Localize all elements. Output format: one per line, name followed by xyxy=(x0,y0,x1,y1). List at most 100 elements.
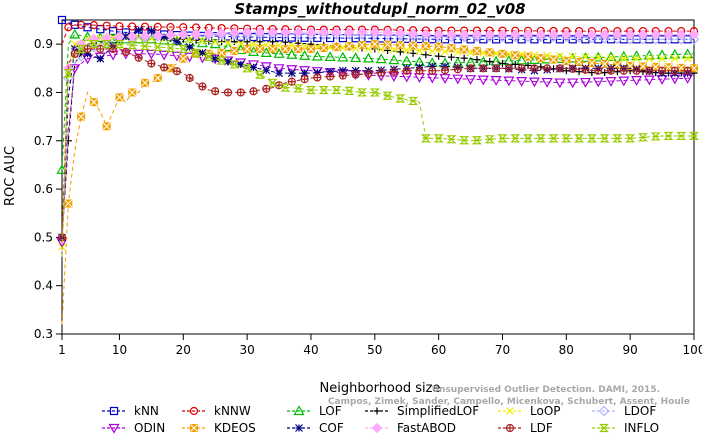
data-point-loop xyxy=(402,46,411,55)
data-point-knnw xyxy=(115,22,124,31)
data-point-inflo xyxy=(561,134,572,143)
data-point-fastabod xyxy=(548,29,559,40)
data-point-inflo xyxy=(433,134,444,143)
data-point-loop xyxy=(262,40,271,49)
data-point-odin xyxy=(465,75,477,85)
data-point-ldf xyxy=(632,66,641,75)
legend-label: LoOP xyxy=(530,404,561,418)
series-cof xyxy=(58,26,694,242)
data-point-kdeos xyxy=(409,41,418,50)
data-point-ldf xyxy=(364,69,373,78)
data-point-fastabod xyxy=(561,29,572,40)
data-point-ldf xyxy=(326,72,335,81)
data-point-ldof xyxy=(624,33,636,45)
data-point-odin xyxy=(554,78,566,89)
data-point-ldf xyxy=(211,87,220,96)
data-point-ldof xyxy=(599,33,610,44)
data-point-odin xyxy=(452,74,464,85)
series-lof xyxy=(56,28,695,174)
data-point-ldf xyxy=(568,64,577,73)
data-point-fastabod xyxy=(395,27,406,39)
data-point-cof xyxy=(134,26,143,35)
data-point-knn xyxy=(338,34,347,43)
series-kdeos xyxy=(61,40,698,325)
data-point-odin xyxy=(158,50,170,61)
data-point-ldf xyxy=(185,73,194,83)
data-point-inflo xyxy=(318,85,329,95)
data-point-ldf xyxy=(377,68,386,77)
data-point-inflo xyxy=(306,85,316,95)
data-point-kdeos xyxy=(587,58,596,67)
legend-marker xyxy=(505,423,515,433)
data-point-loop xyxy=(517,50,526,59)
data-point-fastabod xyxy=(165,29,176,41)
data-point-odin xyxy=(311,67,323,77)
data-point-fastabod xyxy=(484,29,495,40)
data-point-knn xyxy=(57,15,67,25)
data-point-lof xyxy=(247,46,260,56)
data-point-cof xyxy=(300,69,309,78)
y-tick-label: 0.6 xyxy=(34,182,53,196)
data-point-kdeos xyxy=(77,112,86,121)
legend-marker xyxy=(373,407,381,415)
data-point-kdeos xyxy=(89,98,98,107)
data-point-odin xyxy=(260,62,272,73)
data-point-ldf xyxy=(619,66,628,75)
data-point-lof xyxy=(286,49,298,59)
x-tick-label: 100 xyxy=(683,343,702,357)
data-point-fastabod xyxy=(190,28,202,40)
plot-frame xyxy=(61,19,695,335)
data-point-kdeos xyxy=(536,54,545,63)
data-point-knnw xyxy=(77,20,86,29)
data-point-cof xyxy=(287,69,296,78)
data-point-knnw xyxy=(89,21,99,30)
data-point-kdeos xyxy=(230,46,239,55)
data-point-kdeos xyxy=(140,78,149,87)
data-point-loop xyxy=(185,35,194,44)
data-point-kdeos xyxy=(306,44,315,53)
legend-item-cof: COF xyxy=(287,421,344,435)
data-point-fastabod xyxy=(535,29,546,40)
data-point-loop xyxy=(249,40,258,49)
data-point-inflo xyxy=(408,96,419,106)
data-point-ldf xyxy=(83,44,92,54)
data-point-loop xyxy=(453,48,462,57)
data-point-loop xyxy=(313,42,322,51)
data-point-kdeos xyxy=(128,88,137,97)
x-axis-label: Neighborhood size xyxy=(320,381,441,396)
data-point-kdeos xyxy=(421,42,430,51)
data-point-lof xyxy=(401,55,413,66)
data-point-ldof xyxy=(688,33,700,45)
data-point-kdeos xyxy=(638,62,647,71)
data-point-cof xyxy=(96,54,105,63)
data-point-fastabod xyxy=(178,29,189,40)
data-point-lof xyxy=(388,54,400,65)
legend-item-simplifiedlof: SimplifiedLOF xyxy=(365,404,479,418)
data-point-knn xyxy=(645,35,654,44)
credit-line-2: Campos, Zimek, Sander, Campello, Micenko… xyxy=(328,397,690,407)
data-point-ldf xyxy=(121,47,130,56)
data-point-ldf xyxy=(236,88,245,97)
data-point-loop xyxy=(670,54,679,63)
y-tick-label: 0.7 xyxy=(34,134,53,148)
data-point-odin xyxy=(439,74,451,84)
data-point-kdeos xyxy=(102,122,111,131)
y-tick-label: 0.8 xyxy=(34,85,53,99)
data-point-ldf xyxy=(262,84,271,93)
data-point-odin xyxy=(273,64,285,75)
legend-marker xyxy=(295,424,303,432)
data-point-inflo xyxy=(446,135,457,144)
data-point-fastabod xyxy=(497,29,508,40)
data-point-ldf xyxy=(57,233,67,242)
data-point-lof xyxy=(222,41,234,52)
data-point-kdeos xyxy=(447,44,456,53)
data-point-simplifiedlof xyxy=(511,60,519,68)
data-point-ldf xyxy=(530,64,539,73)
data-point-simplifiedlof xyxy=(396,48,404,56)
data-point-inflo xyxy=(535,134,546,143)
data-point-inflo xyxy=(637,133,648,142)
data-point-knn xyxy=(657,35,667,44)
series-line-odin xyxy=(61,53,695,243)
legend-label: kNNW xyxy=(214,404,251,418)
